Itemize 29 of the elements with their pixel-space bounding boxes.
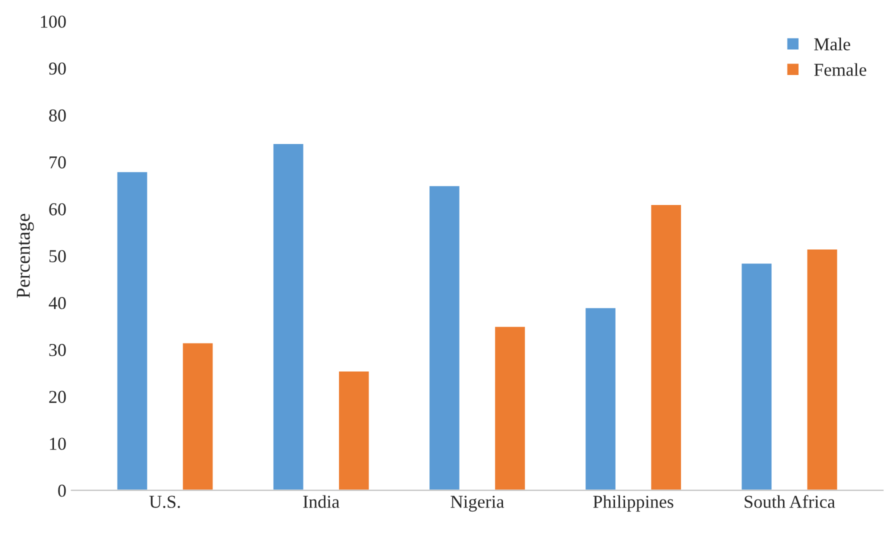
x-tick-label: Nigeria	[450, 496, 504, 512]
y-tick-label: 60	[49, 203, 66, 216]
x-tick-label: Philippines	[593, 495, 674, 512]
y-tick-label: 0	[58, 484, 66, 497]
bar	[740, 262, 773, 490]
y-tick-label: 90	[49, 62, 66, 75]
y-tick-label: 40	[48, 297, 66, 310]
x-tick-label: India	[303, 495, 340, 508]
bar	[338, 370, 370, 490]
bar	[181, 342, 214, 490]
y-tick-label: 30	[49, 344, 66, 356]
y-tick-label: 80	[49, 109, 66, 122]
x-tick-label: U.S.	[149, 496, 180, 508]
bar	[428, 184, 461, 490]
bar	[806, 248, 839, 490]
y-tick-label: 10	[50, 438, 66, 450]
y-tick-label: 50	[49, 250, 66, 262]
y-tick-label: 70	[50, 156, 66, 168]
bar	[494, 326, 526, 490]
x-tick-label: South Africa	[744, 495, 836, 508]
bar	[272, 142, 305, 490]
bar	[584, 306, 617, 490]
y-axis-title: Percentage	[16, 214, 34, 298]
y-tick-label: 100	[41, 16, 66, 28]
bar	[116, 170, 149, 490]
legend-label: Female	[814, 63, 866, 76]
y-tick-label: 20	[49, 390, 66, 403]
legend-label: Male	[814, 38, 850, 50]
bar	[650, 204, 682, 490]
